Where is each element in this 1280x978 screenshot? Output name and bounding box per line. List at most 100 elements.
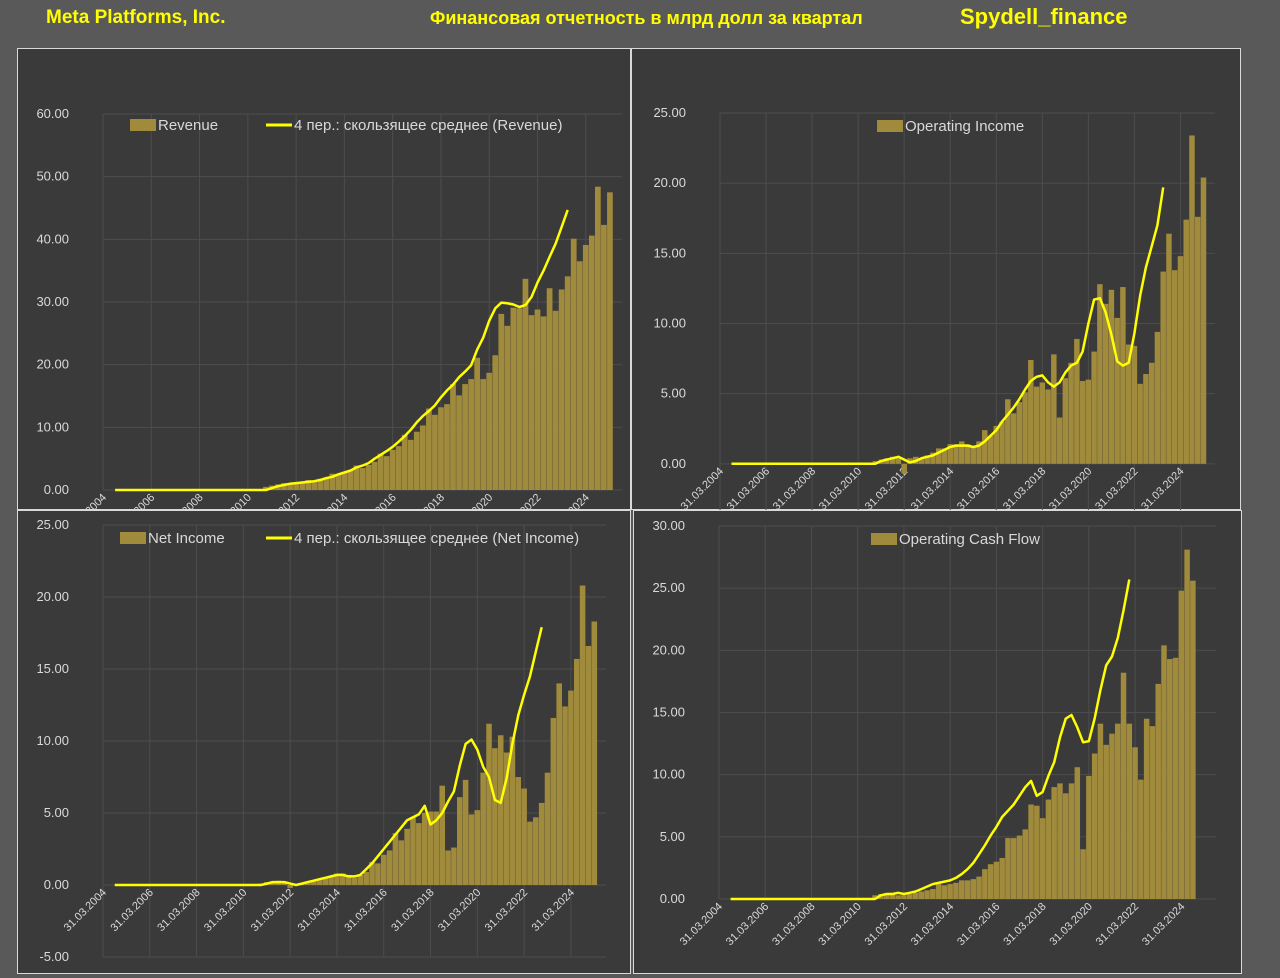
bar bbox=[1148, 362, 1155, 464]
bar bbox=[1131, 345, 1138, 464]
bar bbox=[281, 483, 287, 490]
bar bbox=[404, 828, 410, 885]
x-tick-label: 31.03.2004 bbox=[679, 465, 726, 511]
y-tick-label: 30.00 bbox=[652, 518, 685, 533]
operating-cash-flow-chart-panel: 0.00 5.00 10.00 15.00 20.00 25.00 30.00 31.03.2… bbox=[633, 510, 1242, 974]
bar bbox=[918, 458, 925, 464]
y-tick-label: 20.00 bbox=[36, 357, 69, 372]
bar bbox=[591, 621, 598, 885]
x-tick-label: 31.03.2016 bbox=[351, 492, 398, 511]
bar bbox=[1183, 219, 1189, 464]
bar bbox=[1115, 723, 1121, 899]
bar bbox=[353, 465, 360, 490]
bar bbox=[588, 235, 595, 490]
x-tick-label: 31.03.2006 bbox=[724, 901, 771, 948]
bar bbox=[540, 316, 547, 490]
bar bbox=[359, 468, 366, 490]
bar bbox=[1120, 672, 1127, 899]
bar bbox=[576, 261, 583, 490]
bar bbox=[1051, 354, 1057, 464]
bar bbox=[999, 421, 1005, 464]
x-tick-label: 31.03.2014 bbox=[296, 887, 343, 934]
y-tick-label: 25.00 bbox=[652, 580, 685, 595]
bar bbox=[901, 463, 907, 474]
bar bbox=[1143, 374, 1149, 464]
bar bbox=[351, 877, 358, 885]
bar bbox=[872, 895, 878, 899]
x-tick-label: 31.03.2010 bbox=[817, 465, 864, 511]
bar bbox=[416, 823, 422, 885]
bar bbox=[480, 772, 486, 885]
y-tick-label: 25.00 bbox=[653, 105, 686, 120]
bar bbox=[579, 585, 586, 885]
x-tick-label: 31.03.2012 bbox=[249, 887, 296, 934]
bar bbox=[522, 278, 529, 490]
bar bbox=[601, 224, 607, 491]
bar bbox=[582, 244, 589, 490]
bar bbox=[456, 395, 462, 490]
bar bbox=[317, 478, 324, 490]
y-tick-label: 15.00 bbox=[36, 661, 69, 676]
bar bbox=[1194, 216, 1201, 464]
bar bbox=[1062, 793, 1069, 899]
y-tick-label: 20.00 bbox=[653, 175, 686, 190]
bar bbox=[347, 469, 354, 490]
y-tick-label: 5.00 bbox=[44, 805, 69, 820]
bar bbox=[970, 879, 977, 899]
bar bbox=[468, 379, 474, 490]
bar bbox=[889, 456, 896, 464]
bar bbox=[369, 861, 375, 885]
bar bbox=[504, 325, 511, 490]
bar bbox=[1005, 399, 1011, 464]
bar bbox=[310, 880, 317, 885]
bar bbox=[528, 315, 535, 490]
bar bbox=[1132, 747, 1138, 899]
bar bbox=[521, 788, 527, 885]
bar bbox=[1068, 783, 1075, 899]
bar bbox=[287, 885, 293, 888]
bar bbox=[1010, 413, 1017, 464]
y-tick-label: 0.00 bbox=[44, 877, 69, 892]
legend-label: Operating Income bbox=[905, 118, 1024, 135]
company-title: Meta Platforms, Inc. bbox=[46, 7, 226, 28]
operating-cash-flow-chart: 0.00 5.00 10.00 15.00 20.00 25.00 30.00 31.03.2… bbox=[652, 518, 1216, 948]
x-tick-label: 31.03.2008 bbox=[771, 465, 818, 511]
bar bbox=[413, 431, 420, 490]
y-tick-label: 10.00 bbox=[652, 767, 685, 782]
bar bbox=[383, 456, 390, 490]
legend-bar-swatch bbox=[120, 532, 146, 544]
bar bbox=[538, 802, 545, 885]
bar bbox=[964, 880, 971, 899]
bar bbox=[1108, 289, 1115, 464]
bar bbox=[527, 821, 533, 885]
bar bbox=[462, 384, 468, 490]
x-tick-label: 31.03.2004 bbox=[678, 901, 725, 948]
bar bbox=[889, 892, 896, 899]
bar bbox=[1097, 284, 1103, 464]
x-tick-label: 31.03.2018 bbox=[389, 887, 436, 934]
bar bbox=[982, 430, 988, 464]
bar bbox=[918, 891, 925, 899]
bar bbox=[976, 441, 982, 464]
bar bbox=[546, 288, 553, 490]
bar bbox=[316, 879, 323, 885]
bar bbox=[953, 882, 959, 899]
y-tick-label: 10.00 bbox=[653, 316, 686, 331]
bar bbox=[380, 854, 387, 885]
x-tick-label: 31.03.2018 bbox=[400, 492, 447, 511]
bar bbox=[1177, 256, 1184, 464]
moving-average-line bbox=[115, 209, 569, 492]
y-tick-label: 20.00 bbox=[36, 589, 69, 604]
bar bbox=[907, 458, 913, 464]
bar bbox=[1028, 359, 1034, 464]
bar bbox=[445, 850, 451, 885]
bar bbox=[486, 723, 492, 885]
bar bbox=[328, 876, 334, 885]
legend-label: Operating Cash Flow bbox=[899, 531, 1040, 548]
bar bbox=[433, 811, 440, 885]
bar bbox=[1126, 723, 1133, 899]
bar bbox=[323, 477, 330, 490]
bar bbox=[568, 690, 574, 885]
bar bbox=[340, 873, 346, 885]
bar bbox=[497, 735, 504, 885]
